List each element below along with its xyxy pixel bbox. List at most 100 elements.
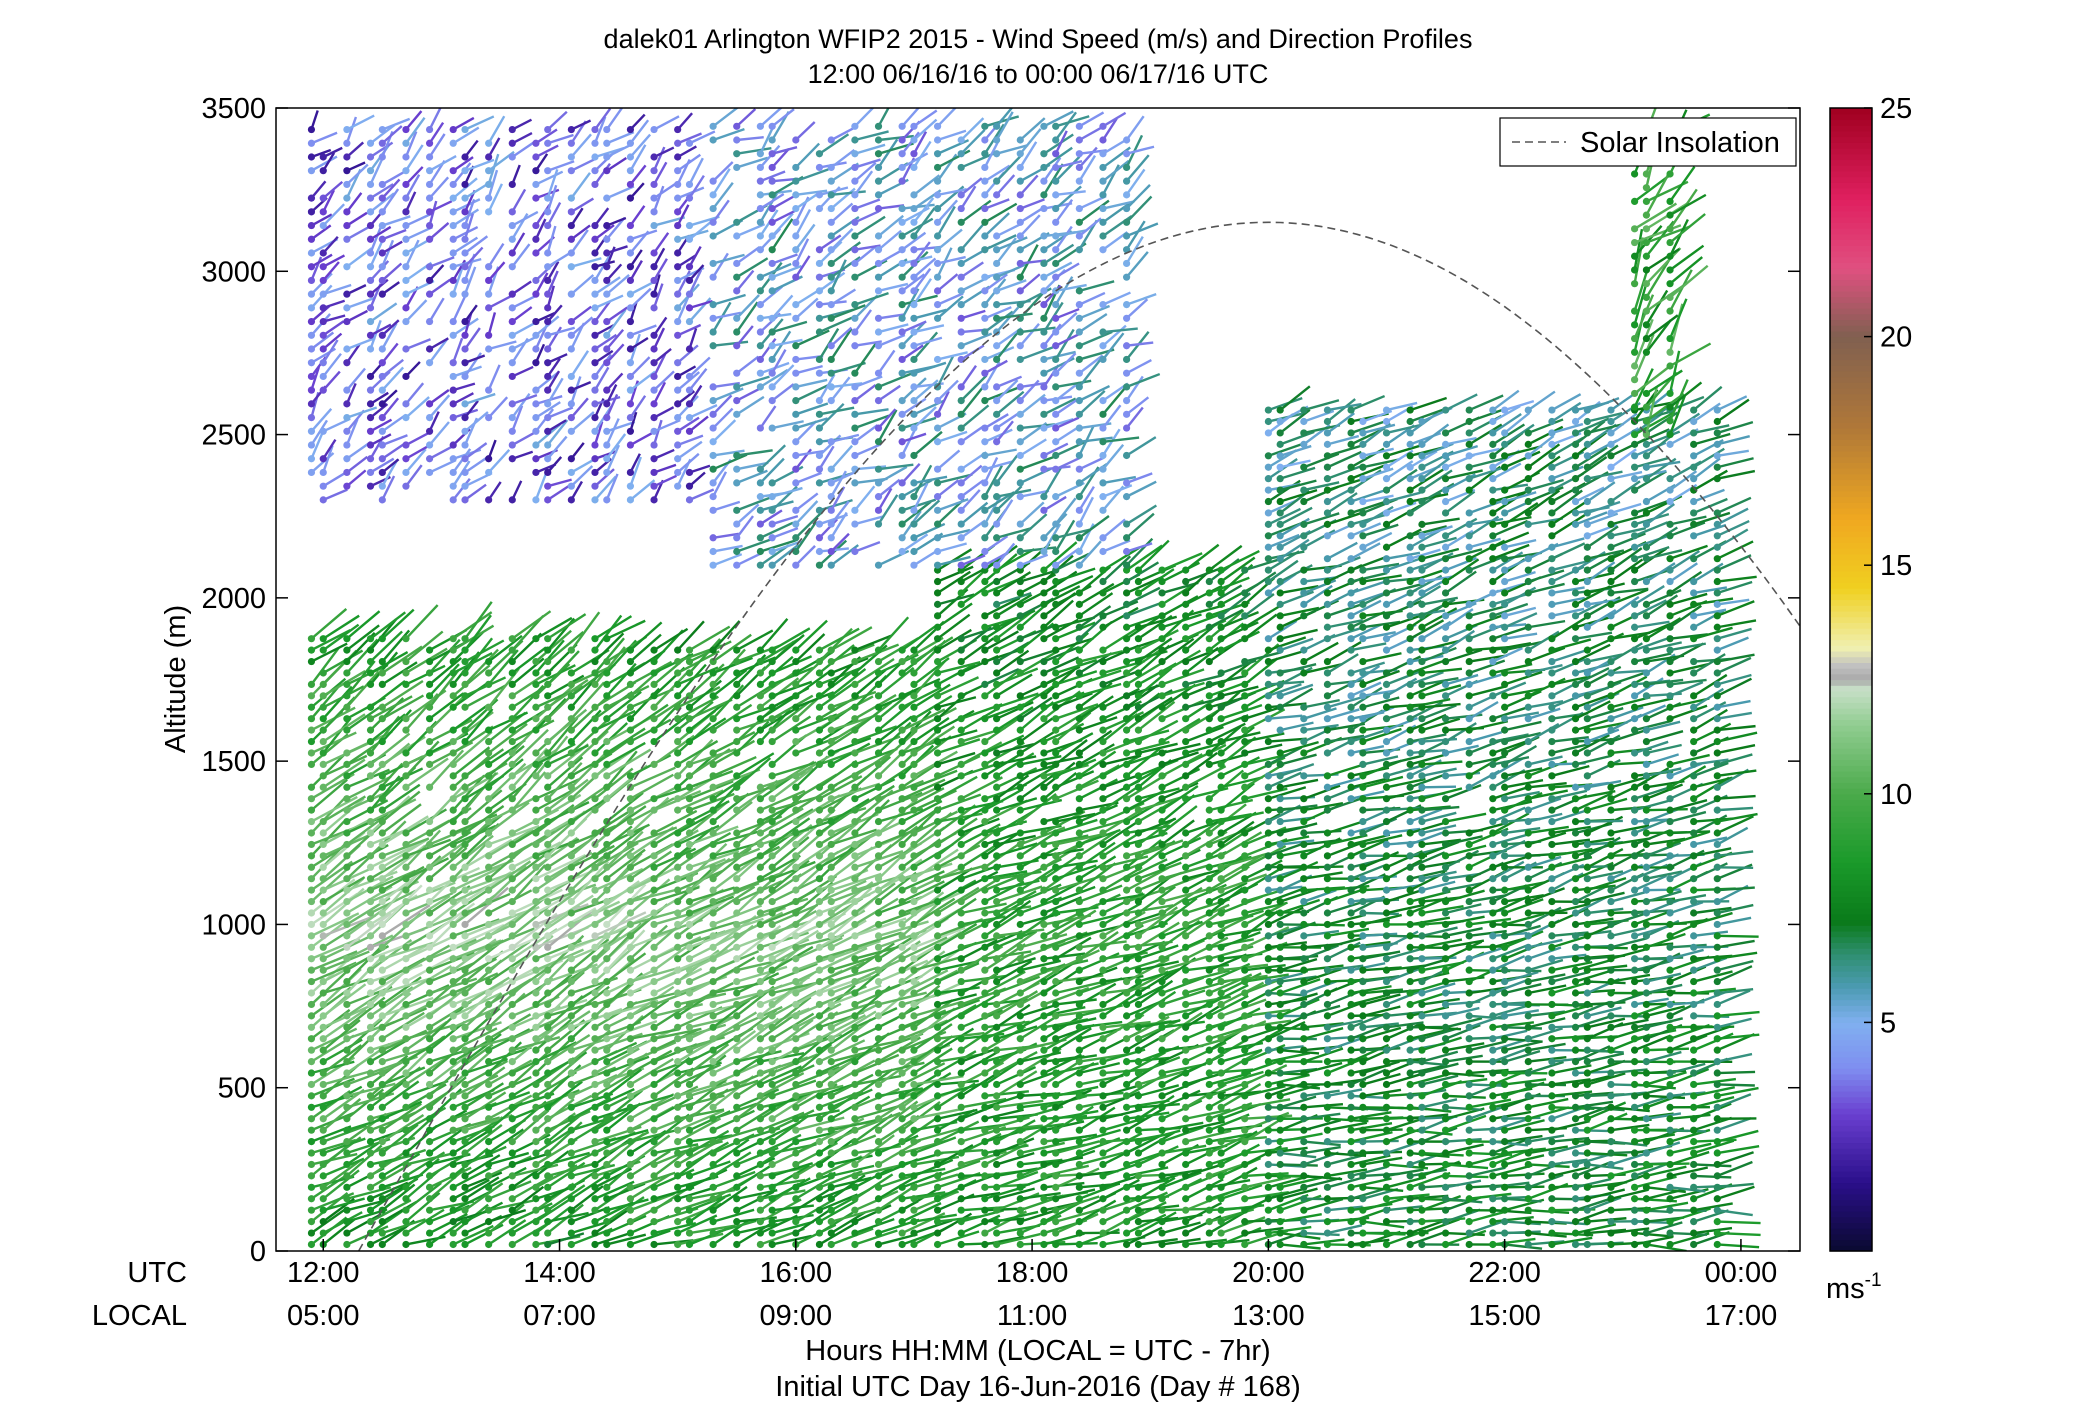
wind-barb-point (709, 783, 717, 791)
wind-barb-point (874, 1080, 883, 1089)
wind-barb-point (957, 657, 965, 666)
wind-barb-point (508, 1035, 516, 1043)
wind-barb-point (733, 1092, 741, 1100)
wind-barb-point (685, 1046, 694, 1054)
wind-barb-point (1205, 680, 1213, 688)
wind-barb-point (366, 715, 375, 723)
wind-barb-point (1123, 623, 1131, 631)
wind-barb-shaft (535, 853, 586, 880)
wind-barb-point (307, 977, 316, 986)
wind-barb-point (1158, 749, 1166, 757)
wind-barb-point (1134, 1092, 1143, 1100)
wind-barb-point (768, 1080, 776, 1089)
wind-barb-point (1052, 977, 1060, 986)
wind-barb-point (1075, 657, 1083, 666)
wind-barb-point (756, 817, 764, 826)
wind-barb-point (1016, 623, 1024, 631)
wind-barb-point (674, 1218, 682, 1226)
wind-barb-shaft (428, 782, 467, 823)
wind-barb-point (815, 1092, 824, 1100)
wind-barb-shaft (452, 939, 502, 960)
wind-barb-shaft (488, 1166, 527, 1189)
wind-barb-point (1205, 657, 1213, 666)
wind-barb-point (827, 829, 835, 837)
wind-barb-point (1241, 1115, 1249, 1123)
wind-barb-point (402, 1115, 410, 1123)
wind-barb-point (449, 943, 457, 951)
wind-barb-point (1016, 1115, 1024, 1123)
wind-barb-point (319, 875, 327, 883)
wind-barb-shaft (369, 1162, 412, 1189)
wind-barb-point (591, 852, 599, 860)
wind-barb-point (685, 1149, 694, 1157)
wind-barb-point (461, 783, 469, 791)
wind-barb-point (307, 829, 316, 837)
wind-barb-point (485, 863, 493, 871)
wind-barb-point (1182, 1137, 1190, 1146)
wind-barb-point (343, 817, 351, 826)
wind-barb-point (733, 1195, 741, 1203)
wind-barb-point (1241, 1092, 1249, 1100)
wind-barb-shaft (689, 1160, 731, 1178)
wind-barb-point (532, 1172, 540, 1180)
wind-barb-point (1075, 955, 1083, 963)
wind-barb-point (1182, 726, 1190, 734)
wind-barb-point (1123, 1229, 1131, 1237)
wind-barb-point (910, 715, 918, 723)
wind-barb-point (1217, 1057, 1225, 1066)
wind-barb-point (1075, 635, 1083, 643)
wind-barb-point (485, 1126, 493, 1134)
wind-barb-point (1123, 909, 1131, 917)
wind-barb-shaft (594, 908, 636, 949)
wind-barb-point (425, 943, 434, 951)
wind-barb-point (910, 1035, 918, 1043)
wind-barb-point (449, 1035, 457, 1043)
wind-barb-point (957, 966, 965, 974)
wind-barb-point (874, 989, 883, 997)
wind-barb-point (485, 1137, 493, 1146)
wind-barb-point (307, 1240, 316, 1249)
wind-barb-point (1040, 692, 1048, 700)
wind-barb-point (1123, 1092, 1131, 1100)
wind-barb-shaft (452, 841, 489, 880)
wind-barb-point (402, 875, 410, 883)
wind-barb-point (1241, 795, 1249, 803)
wind-barb-point (1075, 589, 1083, 597)
wind-barb-point (307, 840, 316, 849)
wind-barb-point (815, 680, 824, 688)
wind-barb-point (815, 875, 824, 883)
wind-barb-point (815, 646, 824, 654)
wind-barb-point (1182, 657, 1190, 666)
wind-barb-point (792, 863, 800, 871)
wind-barb-point (366, 1023, 375, 1031)
wind-barb-point (567, 646, 575, 654)
wind-barb-shaft (653, 671, 689, 709)
wind-barb-point (674, 715, 682, 723)
wind-barb-point (993, 897, 1001, 906)
wind-barb-shaft (488, 1151, 530, 1166)
wind-barb-point (532, 875, 540, 883)
wind-barb-point (425, 726, 434, 734)
wind-barb-point (815, 737, 824, 746)
wind-barb-point (319, 783, 327, 791)
wind-barb-point (1075, 806, 1083, 814)
wind-barb-point (981, 1092, 989, 1100)
wind-barb-point (815, 760, 824, 769)
wind-barb-point (1217, 1195, 1225, 1203)
wind-barb-point (981, 989, 989, 997)
wind-barb-point (933, 657, 942, 666)
wind-barb-point (827, 817, 835, 826)
wind-barb-point (1182, 635, 1190, 643)
wind-barb-point (1075, 692, 1083, 700)
wind-barb-point (319, 669, 327, 677)
wind-barb-point (319, 1103, 327, 1111)
wind-barb-point (1158, 932, 1166, 940)
wind-barb-point (319, 977, 327, 986)
wind-barb-point (650, 1149, 658, 1157)
wind-barb-shaft (546, 934, 585, 972)
wind-barb-point (402, 1206, 410, 1214)
wind-barb-shaft (712, 1208, 755, 1223)
wind-barb-point (874, 1218, 883, 1226)
wind-barb-point (1099, 612, 1107, 620)
wind-barb-shaft (771, 1164, 811, 1189)
